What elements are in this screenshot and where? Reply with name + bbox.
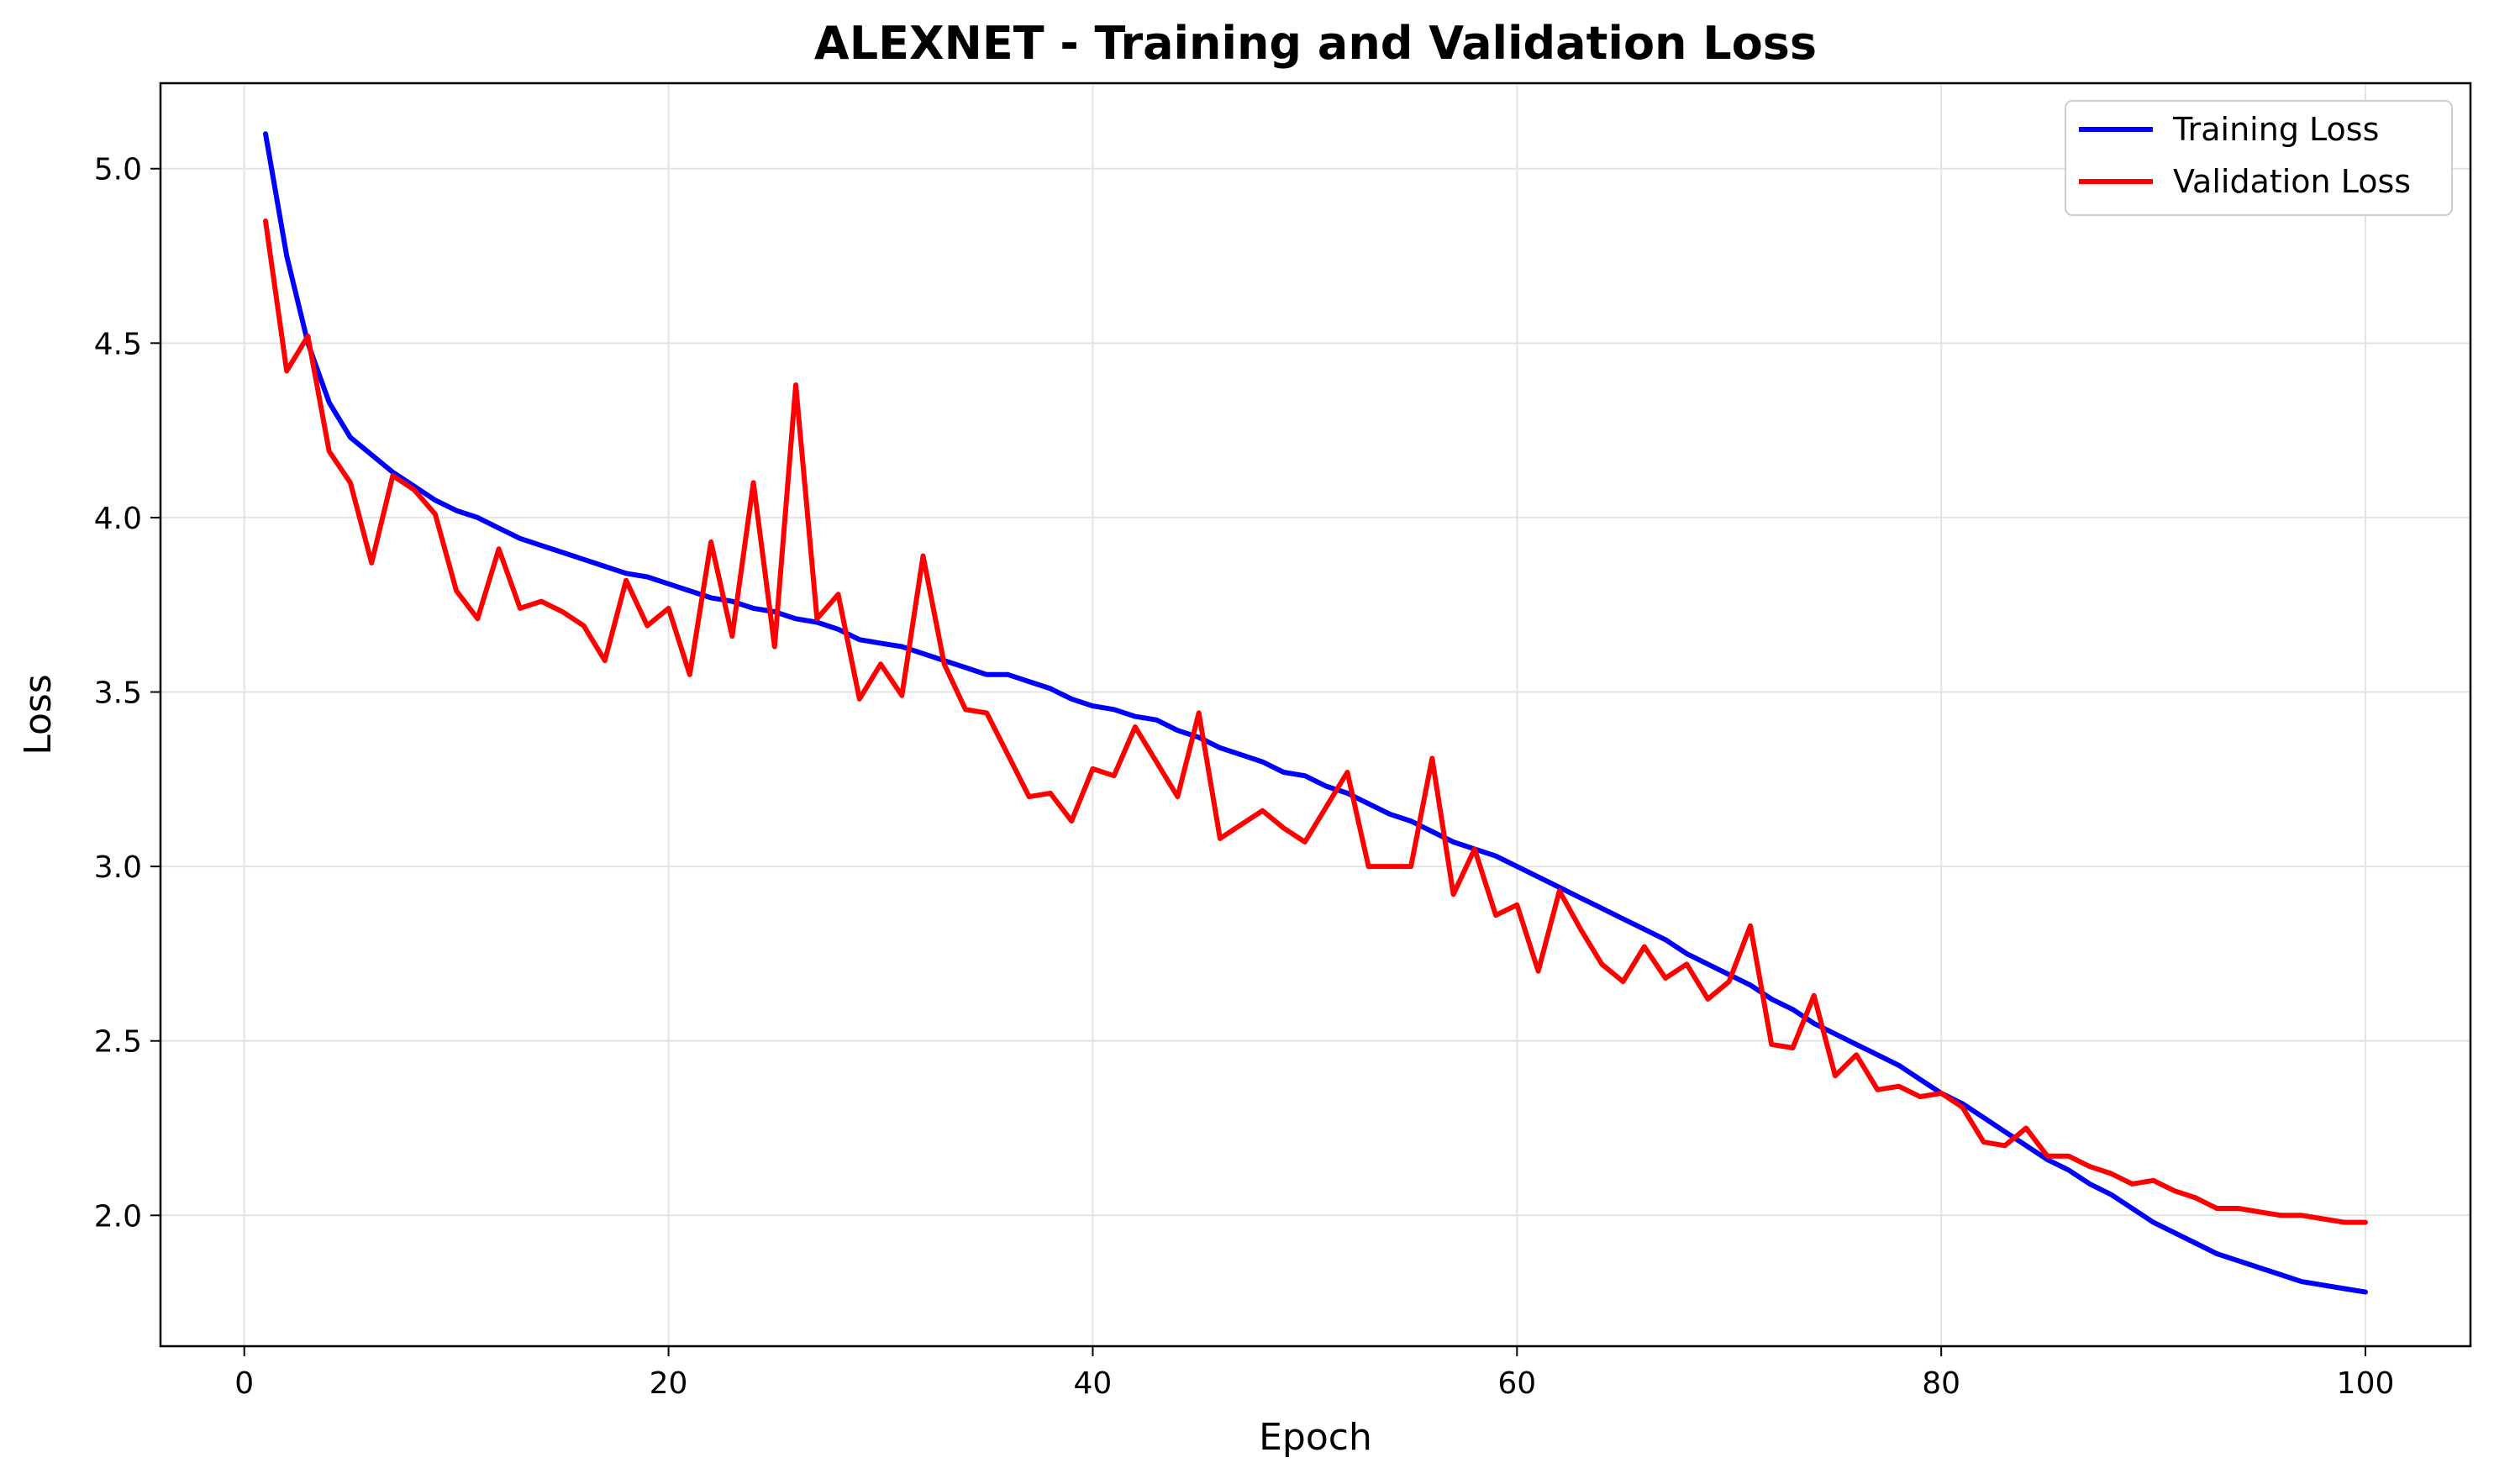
y-tick-label: 3.5	[94, 676, 142, 711]
y-tick-label: 4.0	[94, 502, 142, 536]
x-tick-label: 80	[1922, 1366, 1960, 1401]
x-tick-label: 0	[234, 1366, 254, 1401]
x-tick-label: 20	[650, 1366, 688, 1401]
y-tick-label: 3.0	[94, 850, 142, 885]
validation-loss-line	[263, 218, 2368, 1225]
plot-frame	[159, 82, 2472, 1348]
x-axis-ticks: 0 20 40 60 80 100	[234, 1346, 2394, 1401]
x-axis-label: Epoch	[1259, 1416, 1372, 1459]
y-tick-label: 2.0	[94, 1199, 142, 1234]
x-tick-label: 100	[2337, 1366, 2395, 1401]
legend-label-training-loss: Training Loss	[2172, 111, 2379, 148]
legend-label-validation-loss: Validation Loss	[2173, 163, 2411, 200]
y-tick-label: 5.0	[94, 153, 142, 187]
y-axis-label: Loss	[17, 674, 60, 755]
x-tick-label: 40	[1074, 1366, 1113, 1401]
x-tick-label: 60	[1497, 1366, 1536, 1401]
y-tick-label: 2.5	[94, 1025, 142, 1060]
y-tick-label: 4.5	[94, 327, 142, 361]
legend-box	[2065, 100, 2453, 216]
y-axis-ticks: 2.0 2.5 3.0 3.5 4.0 4.5 5.0	[94, 153, 160, 1234]
legend: Training Loss Validation Loss	[2065, 100, 2453, 216]
series-group	[263, 131, 2368, 1295]
chart-title: ALEXNET - Training and Validation Loss	[814, 17, 1817, 70]
